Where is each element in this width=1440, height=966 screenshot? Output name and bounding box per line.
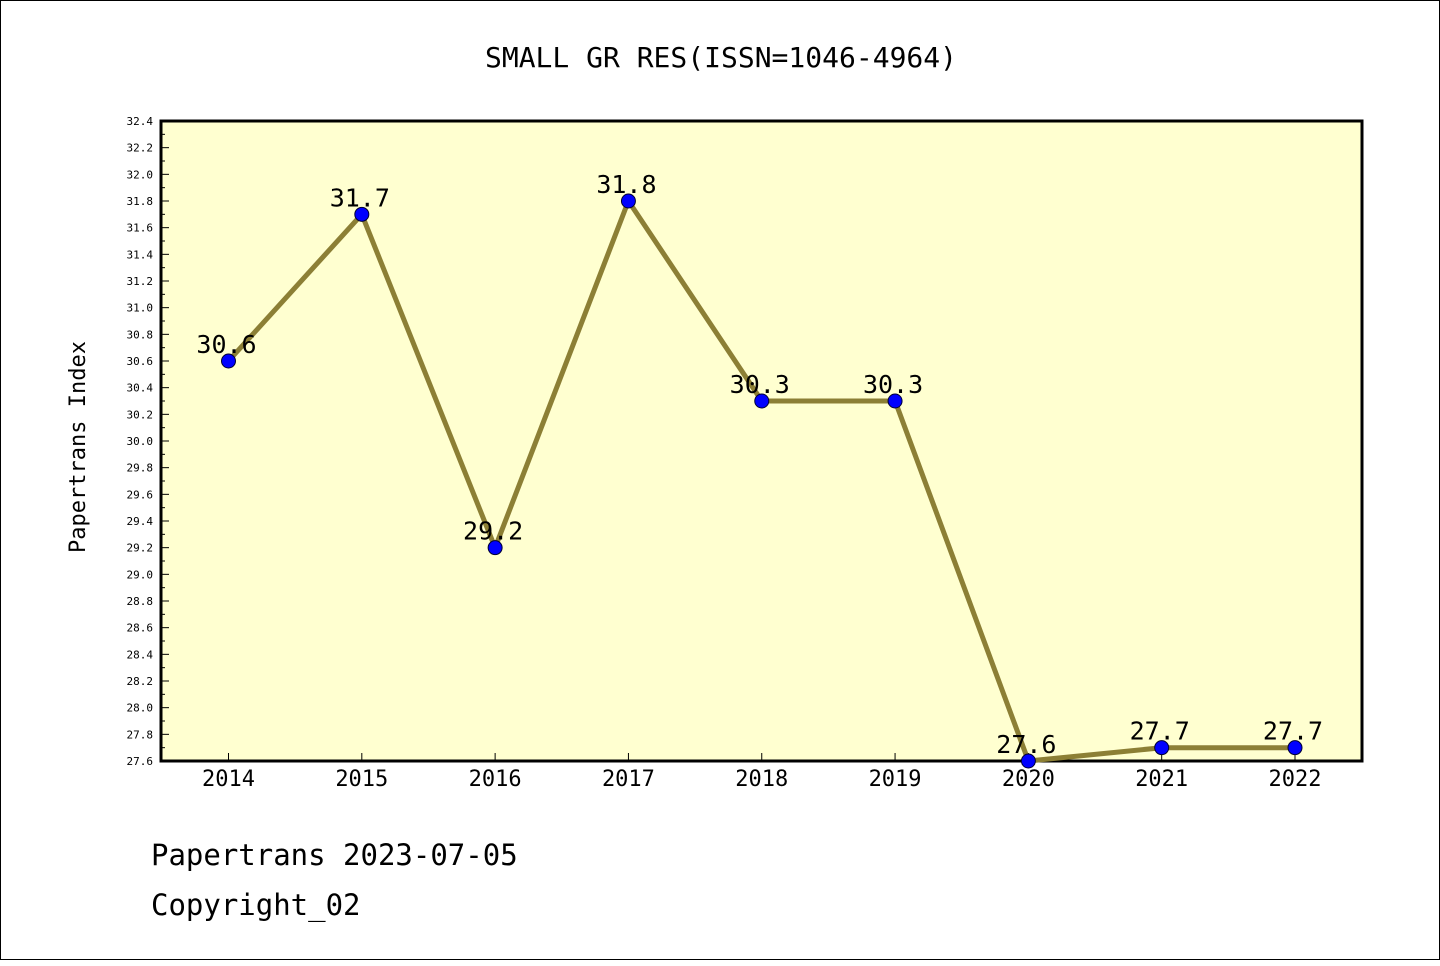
data-point xyxy=(1020,753,1036,769)
data-point xyxy=(754,393,770,409)
y-tick-label: 29.4 xyxy=(127,515,154,528)
y-tick-label: 32.4 xyxy=(127,115,154,128)
y-tick-label: 31.0 xyxy=(127,302,154,315)
x-tick-label: 2022 xyxy=(1269,767,1322,792)
data-point xyxy=(221,353,236,369)
data-label: 29.2 xyxy=(463,517,523,546)
y-tick-label: 29.8 xyxy=(127,462,154,475)
y-tick-label: 31.2 xyxy=(127,275,154,288)
chart-title: SMALL GR RES(ISSN=1046-4964) xyxy=(485,41,957,74)
y-tick-label: 28.8 xyxy=(127,595,154,608)
footer-copyright: Copyright_02 xyxy=(151,888,361,923)
y-tick-label: 32.2 xyxy=(127,142,154,155)
data-point xyxy=(354,206,370,222)
x-tick-label: 2020 xyxy=(1002,767,1055,792)
data-label: 27.6 xyxy=(996,730,1056,759)
y-tick-label: 30.4 xyxy=(127,382,154,395)
series-layer xyxy=(221,193,1303,769)
plot-area xyxy=(159,119,1364,763)
y-tick-label: 28.4 xyxy=(127,648,154,661)
y-tick-label: 27.8 xyxy=(127,728,154,741)
data-label: 31.7 xyxy=(330,183,390,212)
data-point xyxy=(487,540,503,556)
data-point xyxy=(1154,740,1170,756)
x-tick-label: 2014 xyxy=(202,767,255,792)
y-tick-label: 28.6 xyxy=(127,622,154,635)
y-tick-label: 32.0 xyxy=(127,168,154,181)
data-label: 27.7 xyxy=(1263,717,1323,746)
y-tick-label: 30.0 xyxy=(127,435,154,448)
y-tick-label: 28.2 xyxy=(127,675,154,688)
x-tick-label: 2018 xyxy=(735,767,788,792)
data-label: 27.7 xyxy=(1130,717,1190,746)
y-tick-label: 31.4 xyxy=(127,248,154,261)
y-tick-label: 31.8 xyxy=(127,195,154,208)
x-tick-label: 2021 xyxy=(1135,767,1188,792)
footer-date: Papertrans 2023-07-05 xyxy=(151,838,518,872)
x-tick-label: 2016 xyxy=(469,767,522,792)
x-tick-label: 2015 xyxy=(335,767,388,792)
data-point xyxy=(887,393,903,409)
y-tick-label: 28.0 xyxy=(127,702,154,715)
y-tick-label: 31.6 xyxy=(127,222,154,235)
data-point xyxy=(1287,740,1303,756)
x-axis: 2014 2015 2016 2017 2018 2019 2020 2021 2022 xyxy=(202,753,1321,792)
y-tick-label: 29.2 xyxy=(127,542,154,555)
y-tick-label: 30.6 xyxy=(127,355,154,368)
data-point xyxy=(620,193,636,209)
y-axis-label: Papertrans Index xyxy=(66,341,91,553)
y-axis: 27.6 27.8 28.0 28.2 28.4 28.6 28.8 29.0 29.2 29.4… xyxy=(127,115,169,768)
data-label: 31.8 xyxy=(596,170,656,199)
y-tick-label: 29.0 xyxy=(127,568,154,581)
data-label-layer: 30.6 31.7 29.2 31.8 30.3 30.3 27.6 27.7 27.7 xyxy=(196,170,1323,759)
y-tick-label: 30.2 xyxy=(127,408,154,421)
y-tick-label: 27.6 xyxy=(127,755,154,768)
data-label: 30.3 xyxy=(863,370,923,399)
x-tick-label: 2019 xyxy=(869,767,922,792)
data-label: 30.6 xyxy=(196,330,256,359)
y-tick-label: 29.6 xyxy=(127,488,154,501)
x-tick-label: 2017 xyxy=(602,767,655,792)
data-label: 30.3 xyxy=(730,370,790,399)
y-tick-label: 30.8 xyxy=(127,328,154,341)
